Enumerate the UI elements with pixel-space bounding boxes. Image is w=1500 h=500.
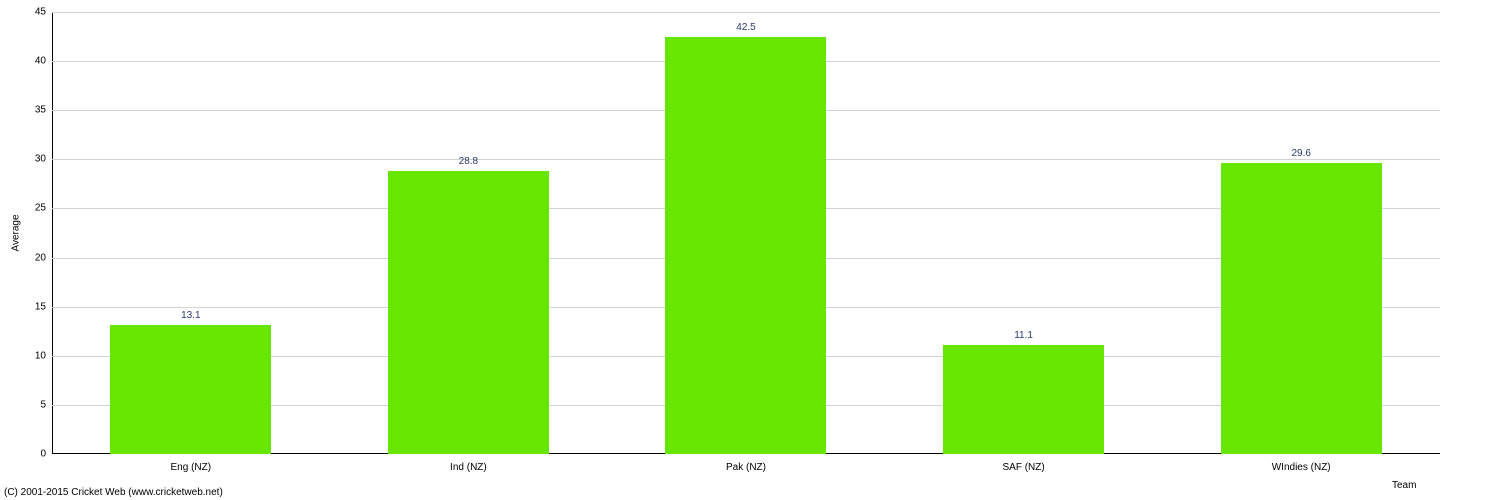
x-tick-label: Eng (NZ) [171,454,212,473]
y-tick-label: 40 [35,56,52,67]
x-tick-label: WIndies (NZ) [1272,454,1331,473]
y-tick-label: 15 [35,301,52,312]
y-tick-label: 45 [35,7,52,18]
bar [388,171,549,454]
gridline [52,12,1440,13]
y-tick-label: 10 [35,350,52,361]
x-tick-label: SAF (NZ) [1002,454,1044,473]
bar-value-label: 13.1 [181,310,200,321]
x-tick-label: Ind (NZ) [450,454,487,473]
y-tick-label: 25 [35,203,52,214]
y-tick-label: 30 [35,154,52,165]
x-tick-label: Pak (NZ) [726,454,766,473]
y-tick-label: 20 [35,252,52,263]
bar-value-label: 29.6 [1291,148,1310,159]
y-axis-title: Average [11,214,22,251]
bar-value-label: 11.1 [1014,330,1033,341]
bar-chart: 0 5 10 15 20 25 30 35 40 45 13.1 Eng (NZ) 28.8 Ind (N… [0,0,1500,500]
x-axis-title: Team [1392,480,1416,491]
bar-value-label: 42.5 [736,22,755,33]
y-tick-label: 5 [40,399,52,410]
bar [665,37,826,454]
plot-area: 05101520253035404513.1Eng (NZ)28.8Ind (N… [52,12,1440,454]
y-tick-label: 0 [40,449,52,460]
y-axis-line [52,12,53,454]
copyright-text: (C) 2001-2015 Cricket Web (www.cricketwe… [4,487,223,498]
bar [1221,163,1382,454]
y-tick-label: 35 [35,105,52,116]
bar [110,325,271,454]
bar [943,345,1104,454]
bar-value-label: 28.8 [459,156,478,167]
